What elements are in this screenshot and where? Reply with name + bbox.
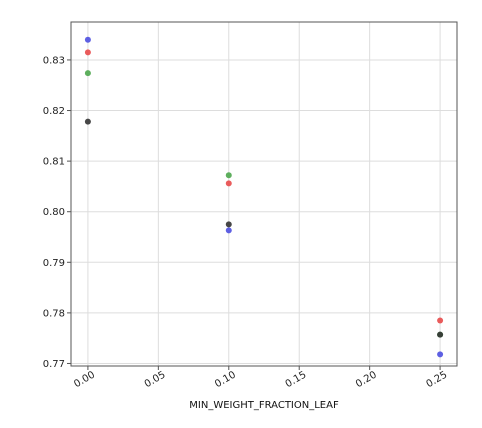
data-point	[437, 351, 444, 358]
grid	[71, 22, 457, 366]
data-points	[84, 36, 444, 358]
data-point	[84, 70, 91, 77]
data-point	[225, 172, 232, 179]
y-tick-label: 0.82	[43, 106, 65, 117]
data-point	[225, 227, 232, 234]
data-point	[437, 317, 444, 324]
data-point	[84, 36, 91, 43]
y-tick-label: 0.80	[43, 207, 65, 218]
y-tick-label: 0.78	[43, 308, 65, 319]
y-tick-label: 0.79	[43, 258, 65, 269]
x-axis-label: MIN_WEIGHT_FRACTION_LEAF	[189, 400, 339, 411]
y-axis: 0.77 0.78 0.79 0.80 0.81 0.82 0.83	[43, 55, 71, 370]
data-point	[225, 221, 232, 228]
data-point	[84, 118, 91, 125]
y-tick-label: 0.81	[43, 157, 65, 168]
plot-area	[70, 21, 458, 367]
data-point	[84, 49, 91, 56]
data-point	[437, 331, 444, 338]
data-point	[225, 180, 232, 187]
y-tick-label: 0.77	[43, 359, 65, 370]
y-tick-label: 0.83	[43, 55, 65, 66]
